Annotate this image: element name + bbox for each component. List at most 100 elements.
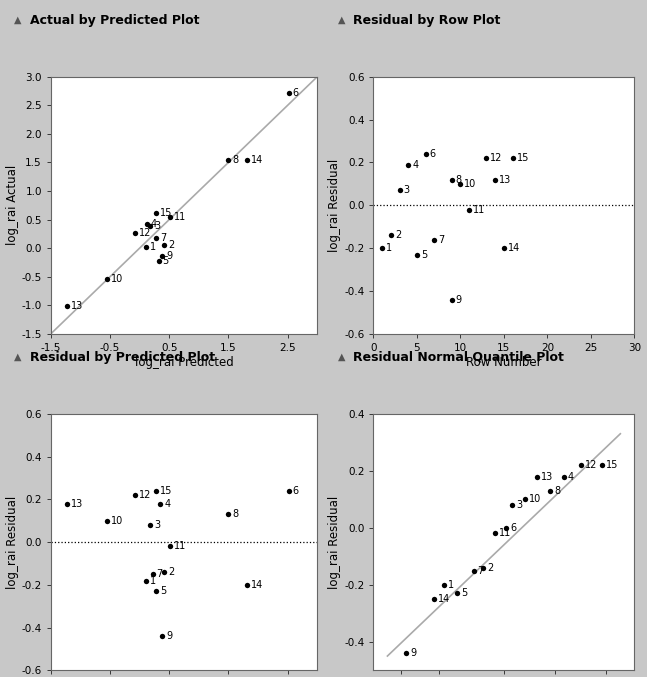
Text: 2: 2 [487,563,493,573]
Point [151,485,161,496]
Point [129,489,140,500]
Text: 14: 14 [438,594,450,604]
Point [597,460,607,471]
Text: 15: 15 [516,153,529,163]
Text: 1: 1 [386,243,392,253]
Point [283,485,294,496]
Text: 5: 5 [461,588,468,598]
Text: 3: 3 [516,500,522,510]
Text: 7: 7 [160,233,166,243]
Point [477,563,488,573]
Text: 4: 4 [164,498,170,508]
Point [468,565,479,576]
Text: 13: 13 [542,471,554,481]
Text: 6: 6 [292,88,299,97]
Text: 9: 9 [166,250,172,261]
Text: 7: 7 [157,569,163,579]
Point [165,541,175,552]
Point [429,234,439,245]
Point [452,588,463,598]
Point [148,569,158,580]
Text: 9: 9 [410,648,416,658]
Text: 5: 5 [160,586,166,596]
Point [145,221,155,232]
Point [386,230,396,241]
Text: 8: 8 [232,509,239,519]
Point [242,580,252,590]
Text: 11: 11 [499,529,512,538]
Text: 10: 10 [529,494,541,504]
Text: 2: 2 [395,230,401,240]
Point [165,211,175,222]
Text: 12: 12 [139,490,151,500]
Text: 6: 6 [292,486,299,496]
Point [481,153,492,164]
Point [155,498,166,509]
Text: 2: 2 [168,567,175,577]
Text: 11: 11 [473,204,485,215]
Y-axis label: log_rai Residual: log_rai Residual [329,496,342,589]
Point [507,153,518,164]
Text: 12: 12 [139,228,151,238]
Point [520,494,530,505]
Text: 6: 6 [510,523,516,533]
Point [151,586,161,596]
Text: 7: 7 [477,565,484,575]
Point [545,485,556,496]
Text: 8: 8 [554,486,560,496]
Point [455,179,466,190]
Text: 10: 10 [111,516,124,525]
Point [558,471,569,482]
Point [429,594,439,605]
Point [446,174,457,185]
Point [102,515,112,526]
Point [401,648,411,659]
Text: ▲: ▲ [338,352,345,362]
Text: 3: 3 [154,221,160,232]
Point [464,204,474,215]
Text: 4: 4 [151,219,157,229]
Y-axis label: log_rai Residual: log_rai Residual [329,158,342,252]
Point [157,631,168,642]
Point [223,154,234,165]
Text: Residual by Row Plot: Residual by Row Plot [353,14,501,26]
Point [490,528,501,539]
Text: 5: 5 [421,250,427,259]
Point [145,519,155,530]
Text: 9: 9 [166,631,172,641]
Point [411,249,422,260]
Text: 1: 1 [448,580,454,590]
Text: 4: 4 [567,471,573,481]
Point [151,232,161,243]
Text: 14: 14 [508,243,520,253]
Text: 2: 2 [168,240,175,250]
Text: Residual Normal Quantile Plot: Residual Normal Quantile Plot [353,351,564,364]
Text: 10: 10 [465,179,477,189]
Text: ▲: ▲ [14,352,22,362]
X-axis label: Row Number: Row Number [466,355,542,368]
Text: 1: 1 [149,575,156,586]
Point [242,154,252,165]
Point [142,219,152,230]
X-axis label: log_rai Predicted: log_rai Predicted [135,355,234,368]
Point [159,240,170,250]
Point [403,159,413,170]
Text: 13: 13 [71,498,83,508]
Point [223,509,234,520]
Point [576,460,586,471]
Point [140,242,151,253]
Point [532,471,543,482]
Point [157,250,168,261]
Text: 12: 12 [585,460,597,470]
Point [421,148,431,159]
Text: 15: 15 [160,208,173,218]
Point [395,185,405,196]
Point [446,294,457,305]
Text: 15: 15 [160,486,173,496]
Point [490,174,500,185]
Text: Actual by Predicted Plot: Actual by Predicted Plot [30,14,200,26]
Y-axis label: log_rai Actual: log_rai Actual [6,165,19,246]
Point [159,567,170,577]
Text: 8: 8 [232,154,239,165]
Text: 13: 13 [71,301,83,311]
